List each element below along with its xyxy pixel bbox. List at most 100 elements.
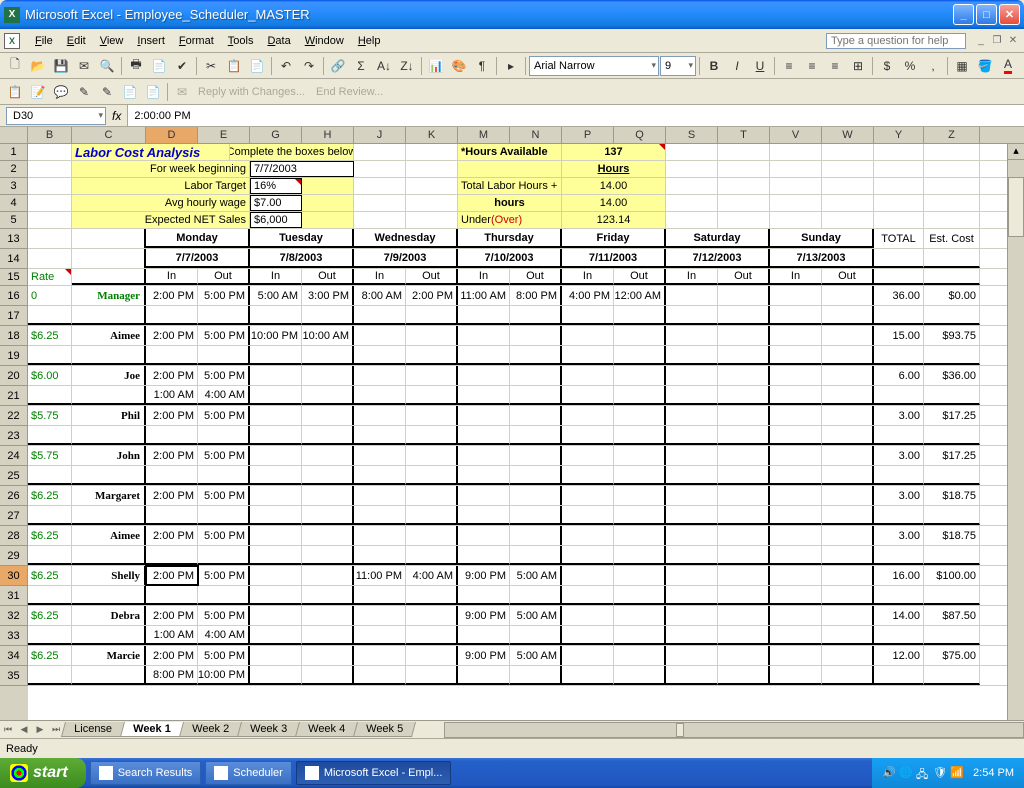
align-right-icon[interactable]: ≡ (824, 55, 846, 77)
sheet-tab[interactable]: Week 2 (179, 722, 242, 737)
cell[interactable]: In (354, 269, 406, 285)
cell[interactable] (146, 586, 198, 605)
taskbar-task[interactable]: Microsoft Excel - Empl... (296, 761, 452, 785)
cell[interactable] (406, 306, 458, 325)
shift-in[interactable]: 9:00 PM (458, 606, 510, 625)
cell[interactable] (874, 506, 924, 525)
shift-in[interactable] (354, 526, 406, 545)
date-header[interactable]: 7/8/2003 (250, 249, 354, 268)
col-header-T[interactable]: T (718, 127, 770, 143)
clock[interactable]: 2:54 PM (973, 767, 1014, 779)
shift-in[interactable]: 9:00 PM (458, 566, 510, 585)
shift-in[interactable] (458, 326, 510, 345)
cell[interactable] (354, 466, 406, 485)
cell[interactable] (822, 546, 874, 565)
employee-name[interactable]: Phil (72, 406, 146, 425)
cell[interactable] (614, 466, 666, 485)
shift-in[interactable] (770, 526, 822, 545)
cell[interactable] (406, 666, 458, 685)
shift-in[interactable] (458, 366, 510, 385)
more-icon[interactable]: ▸ (500, 55, 522, 77)
cell[interactable] (72, 546, 146, 565)
cells-grid[interactable]: Labor Cost Analysis(Complete the boxes b… (28, 144, 1024, 720)
cell[interactable] (458, 161, 562, 177)
name-box[interactable]: D30 (6, 107, 106, 125)
shift-in[interactable] (770, 606, 822, 625)
shift-in[interactable] (250, 566, 302, 585)
shift-out[interactable] (822, 526, 874, 545)
cost-cell[interactable]: $87.50 (924, 606, 980, 625)
shift-out[interactable] (822, 326, 874, 345)
cell[interactable] (354, 178, 406, 194)
row-header[interactable]: 17 (0, 306, 28, 326)
shift-in[interactable]: 11:00 AM (458, 286, 510, 305)
redo-icon[interactable]: ↷ (298, 55, 320, 77)
cell[interactable] (562, 346, 614, 365)
shift-in[interactable]: 2:00 PM (146, 606, 198, 625)
cell[interactable] (354, 666, 406, 685)
shift-out[interactable] (718, 646, 770, 665)
total-cell[interactable]: 6.00 (874, 366, 924, 385)
vertical-scrollbar[interactable]: ▴ (1007, 144, 1024, 720)
shift-out[interactable]: 5:00 PM (198, 646, 250, 665)
rev-icon-7[interactable]: 📄 (142, 81, 164, 103)
cell[interactable] (666, 426, 718, 445)
under-over-label[interactable]: Under (Over) (458, 212, 562, 228)
shift-in[interactable] (666, 446, 718, 465)
row-header[interactable]: 3 (0, 178, 28, 195)
row-header[interactable]: 23 (0, 426, 28, 446)
col-header-M[interactable]: M (458, 127, 510, 143)
shift-out[interactable] (510, 326, 562, 345)
day-header[interactable]: Saturday (666, 229, 770, 248)
cell[interactable] (822, 426, 874, 445)
cell[interactable] (302, 346, 354, 365)
day-header[interactable]: Tuesday (250, 229, 354, 248)
cell[interactable] (406, 586, 458, 605)
shift-in[interactable] (562, 606, 614, 625)
col-header-K[interactable]: K (406, 127, 458, 143)
print-icon[interactable]: 🖶 (125, 55, 147, 77)
shift-in[interactable] (354, 606, 406, 625)
shift-in[interactable] (250, 606, 302, 625)
taskbar-task[interactable]: Scheduler (205, 761, 292, 785)
shift-in[interactable] (458, 446, 510, 465)
underline-button[interactable]: U (749, 55, 771, 77)
menu-edit[interactable]: Edit (60, 33, 93, 49)
shift-in[interactable] (354, 366, 406, 385)
shift-out[interactable] (510, 526, 562, 545)
new-icon[interactable]: 🗋 (4, 55, 26, 77)
close-button[interactable]: ✕ (999, 4, 1020, 25)
cell[interactable] (666, 306, 718, 325)
shift-in[interactable] (250, 406, 302, 425)
cell[interactable] (770, 212, 822, 228)
rate-cell[interactable]: $5.75 (28, 406, 72, 425)
cell[interactable]: Out (718, 269, 770, 285)
cell[interactable] (924, 426, 980, 445)
cell[interactable] (406, 144, 458, 160)
cell[interactable] (718, 346, 770, 365)
shift-in[interactable] (354, 646, 406, 665)
shift-out[interactable] (614, 446, 666, 465)
rate-header[interactable]: Rate (28, 269, 72, 285)
cell[interactable] (302, 386, 354, 405)
cell[interactable] (354, 144, 406, 160)
shift-out[interactable] (302, 446, 354, 465)
shift-in[interactable] (666, 326, 718, 345)
col-header-S[interactable]: S (666, 127, 718, 143)
cell[interactable] (718, 212, 770, 228)
sheet-tab[interactable]: Week 5 (353, 722, 416, 737)
shift-in[interactable]: 2:00 PM (146, 286, 198, 305)
menu-help[interactable]: Help (351, 33, 388, 49)
cell[interactable]: In (666, 269, 718, 285)
cell[interactable] (198, 306, 250, 325)
shift-out[interactable]: 5:00 PM (198, 446, 250, 465)
cell[interactable] (510, 546, 562, 565)
cell[interactable] (146, 306, 198, 325)
rate-cell[interactable]: $6.25 (28, 646, 72, 665)
col-header-V[interactable]: V (770, 127, 822, 143)
row-header[interactable]: 2 (0, 161, 28, 178)
cell[interactable] (302, 506, 354, 525)
shift-out[interactable]: 5:00 AM (510, 566, 562, 585)
merge-icon[interactable]: ⊞ (847, 55, 869, 77)
shift-in[interactable] (458, 486, 510, 505)
